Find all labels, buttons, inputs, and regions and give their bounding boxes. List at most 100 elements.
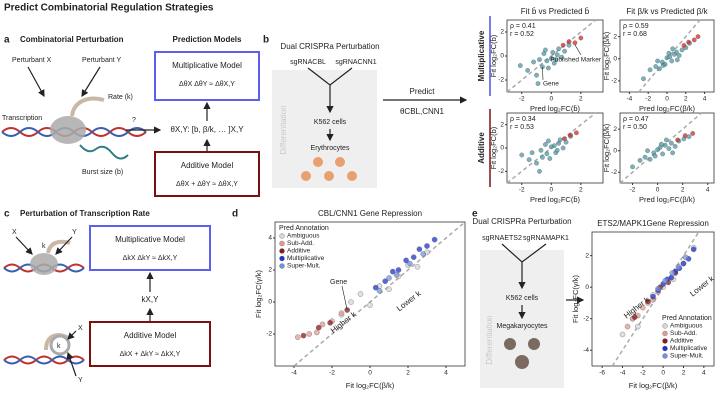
panel-heading: Prediction Models (173, 35, 242, 44)
point (562, 48, 567, 54)
point (690, 131, 696, 136)
legend-swatch (662, 353, 668, 359)
point (668, 274, 675, 281)
y-tick-label: -4 (583, 347, 589, 354)
y-tick-label: 0 (613, 147, 617, 154)
x-tick-label: 2 (579, 187, 583, 194)
point (640, 304, 646, 311)
x-tick-label: 0 (656, 187, 660, 194)
point (669, 58, 675, 64)
point (662, 278, 668, 284)
label: ? (132, 117, 136, 124)
point (551, 143, 557, 149)
point (647, 67, 653, 73)
y-tick-label: 2 (500, 29, 504, 36)
point (553, 57, 559, 62)
point (306, 331, 312, 337)
point (660, 63, 666, 68)
point (637, 158, 643, 163)
label: sgRNAETS2 (482, 235, 522, 242)
background (272, 70, 377, 188)
plot-area (591, 231, 715, 367)
point (657, 66, 662, 72)
row-label: Additive (477, 132, 486, 164)
label: Differentiation (485, 315, 494, 364)
point (295, 334, 301, 340)
panel-label: c (4, 209, 10, 220)
y-axis-label: Fit log₂FC(b̄) (489, 34, 498, 77)
label: Transcription (2, 115, 42, 122)
arrow (67, 330, 77, 340)
y-tick-label: 0 (500, 145, 504, 152)
model-title: Additive Model (124, 331, 177, 340)
label: Dual CRISPRa Perturbation (472, 217, 571, 226)
y-axis-label: Fit log₂FC(β/k) (602, 123, 611, 172)
point (544, 151, 550, 157)
annotation: ρ = 0.59 (623, 23, 649, 30)
label: Perturbant X (12, 57, 52, 64)
panel-heading: Perturbation of Transcription Rate (20, 209, 150, 218)
point (300, 332, 307, 339)
point (550, 50, 556, 55)
point (327, 320, 333, 326)
y-tick-label: -2 (583, 315, 589, 322)
point (568, 132, 573, 138)
point (314, 329, 320, 336)
arrow (81, 66, 101, 98)
x-tick-label: 4 (706, 187, 710, 194)
label: sgRNACNN1 (335, 59, 376, 66)
point (543, 142, 548, 147)
dna (3, 239, 85, 365)
cells (301, 157, 357, 181)
point (531, 59, 536, 65)
legend-swatch (279, 248, 285, 254)
formula: ΔθX ΔθY ≈ ΔθX,Y (179, 81, 235, 88)
label: Y (72, 229, 77, 236)
annotation: Lower k (688, 273, 716, 298)
figure-title: Predict Combinatorial Regulation Strateg… (4, 3, 214, 14)
x-tick-label: 0 (665, 96, 669, 103)
legend-swatch (662, 345, 668, 352)
formula: ΔθX + ΔθY ≈ ΔθX,Y (176, 181, 238, 188)
y-axis-label: Fit log₂FC(β/k) (602, 31, 611, 80)
point (410, 254, 417, 260)
x-axis-label: Fit log₂FC(β/k) (346, 381, 395, 390)
point (690, 246, 697, 253)
legend-swatch (279, 240, 285, 247)
point (538, 147, 544, 153)
point (655, 286, 661, 292)
y-axis-label: Fit log₂FC(b̄) (489, 126, 498, 169)
point (652, 153, 658, 159)
chart-title: CBL/CNN1 Gene Repression (318, 209, 422, 218)
point (645, 298, 651, 305)
x-axis-label: Pred log₂FC(b̄) (530, 104, 581, 113)
model-box (89, 321, 211, 367)
y-tick-label: 2 (268, 267, 272, 274)
parameter: kX,Y (142, 295, 160, 304)
label: Y (78, 377, 83, 384)
model-box (154, 51, 260, 101)
annotation: r = 0.52 (510, 31, 534, 38)
x-tick-label: 2 (681, 187, 685, 194)
point (367, 302, 373, 308)
x-axis-label: Pred log₂FC(β/k) (639, 195, 695, 204)
point (546, 138, 551, 144)
annotation: Gene (330, 279, 347, 286)
point (424, 243, 430, 249)
legend-title: Pred Annotation (662, 315, 712, 322)
y-axis-label: Fit log₂FC(γ/k) (571, 275, 580, 323)
x-tick-label: 4 (703, 96, 707, 103)
y-tick-label: 2 (613, 126, 617, 133)
annotation: Gene (543, 81, 559, 88)
point (641, 76, 646, 82)
point (666, 146, 672, 151)
point (647, 156, 653, 162)
diagonal (619, 112, 702, 184)
x-tick-label: 4 (702, 370, 706, 377)
legend-label: Multiplicative (287, 255, 325, 262)
arrow (307, 67, 353, 112)
formula: ΔkX ΔkY ≈ ΔkX,Y (123, 255, 178, 262)
point (566, 39, 572, 44)
annotation: ρ = 0.41 (510, 23, 536, 30)
